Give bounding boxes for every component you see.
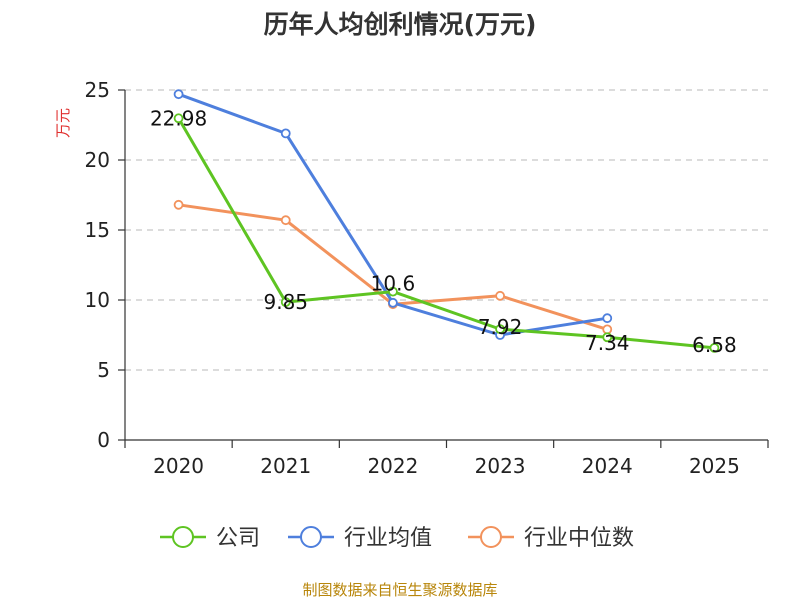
legend: 公司 行业均值 行业中位数 bbox=[160, 526, 634, 551]
data-label: 9.85 bbox=[263, 290, 308, 314]
data-point bbox=[495, 324, 505, 335]
data-point bbox=[173, 113, 184, 124]
y-tick-label: 10 bbox=[85, 288, 110, 312]
series-line bbox=[178, 203, 608, 331]
data-point bbox=[280, 215, 291, 226]
x-tick-label: 2023 bbox=[475, 454, 526, 478]
data-label: 7.92 bbox=[478, 315, 523, 339]
data-point bbox=[602, 332, 613, 343]
y-axis-label: 万元 bbox=[54, 108, 72, 138]
data-point bbox=[173, 89, 184, 100]
data-point bbox=[173, 199, 184, 210]
y-tick-label: 15 bbox=[85, 218, 110, 242]
data-label-layer: 22.98 9.85 10.6 7.92 7.34 6.58 bbox=[150, 106, 737, 357]
x-tick-label: 2025 bbox=[689, 454, 740, 478]
data-point bbox=[280, 128, 291, 139]
series-1 bbox=[173, 89, 613, 340]
series-line bbox=[177, 117, 715, 350]
legend-label: 行业均值 bbox=[344, 526, 432, 551]
legend-label: 行业中位数 bbox=[524, 526, 634, 551]
source-note: 制图数据来自恒生聚源数据库 bbox=[302, 581, 497, 599]
legend-marker bbox=[480, 526, 502, 548]
x-tick-label: 2022 bbox=[367, 454, 418, 478]
data-label: 10.6 bbox=[371, 272, 416, 296]
x-tick-label: 2021 bbox=[260, 454, 311, 478]
data-point bbox=[388, 286, 398, 297]
y-tick-label: 20 bbox=[85, 148, 110, 172]
legend-item-1[interactable]: 行业均值 bbox=[288, 526, 432, 551]
grid-layer bbox=[125, 89, 768, 371]
data-point bbox=[709, 342, 720, 353]
x-tick-label: 2024 bbox=[582, 454, 633, 478]
x-tick-label: 2020 bbox=[153, 454, 204, 478]
data-label: 22.98 bbox=[150, 106, 207, 130]
y-tick-label: 0 bbox=[97, 428, 110, 452]
y-tick-label: 25 bbox=[85, 78, 110, 102]
y-tick-label: 5 bbox=[97, 358, 110, 382]
data-point bbox=[280, 297, 291, 308]
data-point bbox=[495, 290, 505, 301]
legend-label: 公司 bbox=[216, 526, 260, 551]
data-point bbox=[602, 313, 613, 324]
legend-marker bbox=[300, 526, 322, 548]
series-layer bbox=[173, 89, 720, 353]
data-point bbox=[388, 297, 398, 308]
legend-item-0[interactable]: 公司 bbox=[160, 526, 260, 551]
data-label: 6.58 bbox=[692, 333, 737, 357]
data-label: 7.34 bbox=[585, 331, 630, 355]
legend-item-2[interactable]: 行业中位数 bbox=[468, 526, 634, 551]
series-2 bbox=[173, 199, 613, 335]
series-0 bbox=[173, 113, 720, 353]
chart-title: 历年人均创利情况(万元) bbox=[264, 10, 537, 39]
legend-marker bbox=[172, 526, 194, 548]
